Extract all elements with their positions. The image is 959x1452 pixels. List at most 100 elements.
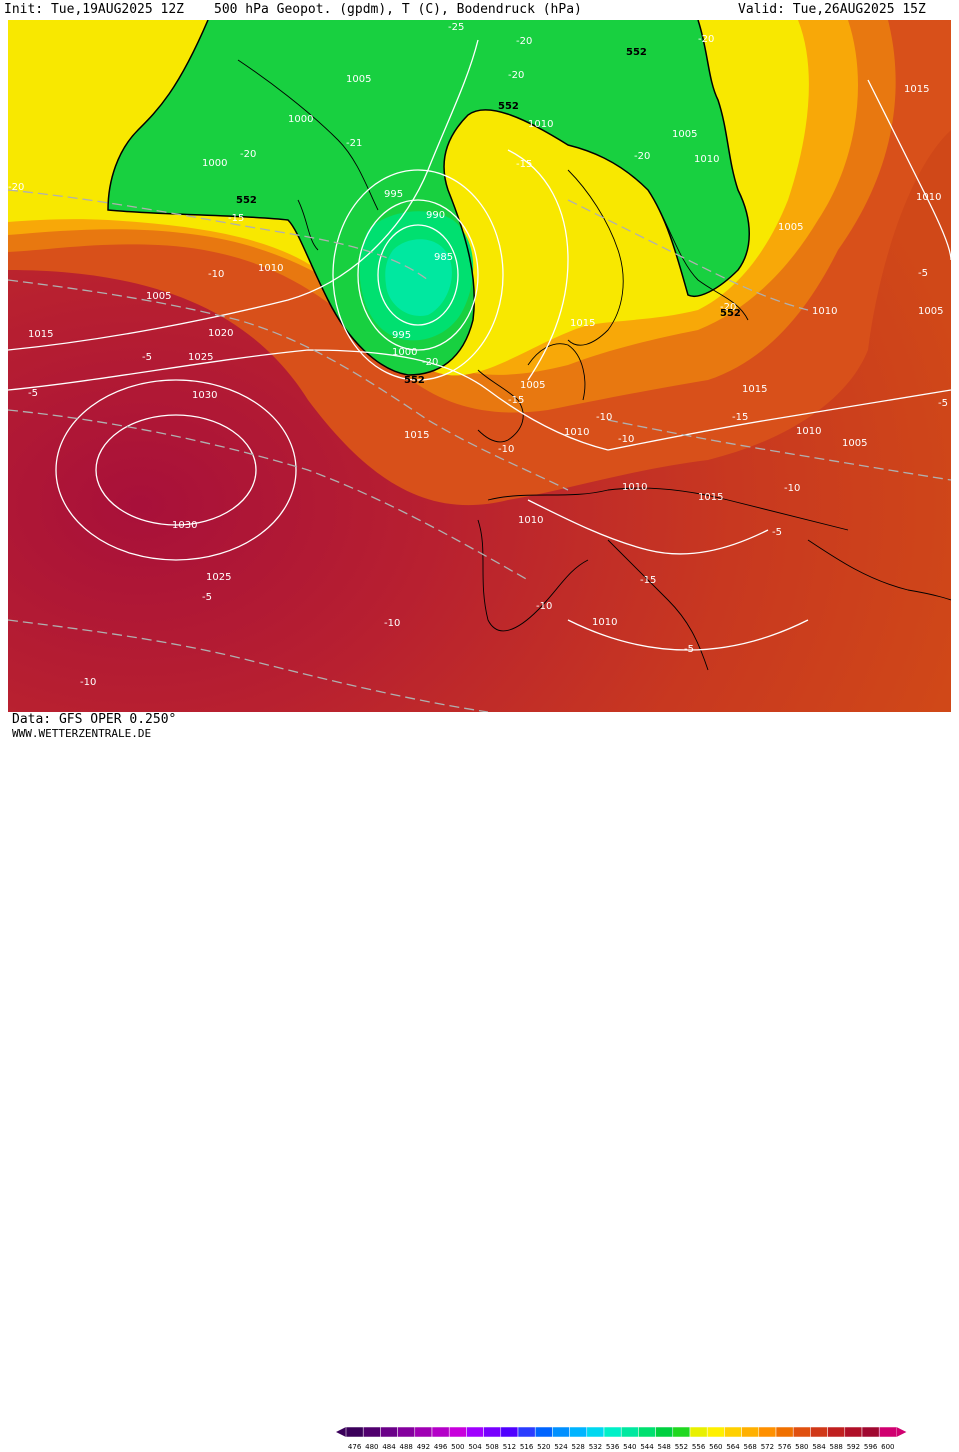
legend-swatch (534, 1426, 553, 1438)
isobar-label-1010-j: 1010 (916, 192, 941, 203)
temp-label-x: -5 (772, 527, 782, 538)
isobar-label-1025: 1025 (188, 352, 213, 363)
legend-tick-label: 484 (382, 1443, 396, 1451)
legend-tick-label: 488 (400, 1443, 413, 1451)
legend-swatch (810, 1426, 828, 1438)
temp-label-l: -20 (720, 302, 736, 313)
legend-tick-label: 500 (451, 1443, 464, 1451)
geopotential-labels: 552 552 552 552 552 (236, 47, 741, 386)
legend-swatch (758, 1426, 777, 1438)
legend-tick-label: 512 (503, 1443, 516, 1451)
legend-tick-label: 524 (554, 1443, 568, 1451)
isobar-label-990: 990 (426, 210, 445, 221)
isobar-label-995-b: 995 (392, 330, 411, 341)
temp-label-o: -10 (498, 444, 514, 455)
legend-tick-label: 504 (468, 1443, 482, 1451)
legend-swatch (517, 1426, 536, 1438)
legend-swatch (620, 1426, 639, 1438)
temp-label-ad: -5 (938, 398, 948, 409)
legend-tick-label: 592 (847, 1443, 860, 1451)
gpdm-label-a: 552 (236, 195, 257, 206)
legend-swatch (500, 1426, 519, 1438)
legend-swatch (655, 1426, 674, 1438)
legend-tick-label: 536 (606, 1443, 620, 1451)
legend-swatch (414, 1426, 433, 1438)
temp-label-v: -15 (640, 575, 656, 586)
isobar-label-1005-e: 1005 (842, 438, 867, 449)
legend-tick-label: 580 (795, 1443, 808, 1451)
isobar-label-1005-b: 1005 (520, 380, 545, 391)
color-legend: 476 480 484 488 492 496 500 504 508 512 516 520 524 5… (336, 1426, 907, 1451)
legend-tick-label: 576 (778, 1443, 792, 1451)
legend-tick-label: 600 (881, 1443, 894, 1451)
legend-tick-label: 548 (658, 1443, 671, 1451)
isobar-label-985: 985 (434, 252, 453, 263)
legend-swatch (552, 1426, 570, 1438)
footer-bar: Data: GFS OPER 0.250° WWW.WETTERZENTRALE… (0, 712, 959, 1451)
temp-label-c: -20 (508, 70, 524, 81)
legend-swatch (878, 1426, 897, 1438)
legend-tick-label: 588 (830, 1443, 843, 1451)
temp-label-h: -20 (634, 151, 650, 162)
isobar-label-1015: 1015 (28, 329, 53, 340)
legend-swatch (827, 1426, 846, 1438)
temp-label-k: -15 (516, 159, 532, 170)
temp-label-t: -10 (618, 434, 634, 445)
legend-tick-label: 480 (365, 1443, 378, 1451)
temp-label-aa: -10 (80, 677, 96, 688)
product-title: 500 hPa Geopot. (gpdm), T (C), Bodendruc… (214, 2, 582, 17)
isobar-label-1010-e: 1010 (528, 119, 553, 130)
isobar-label-1010-i: 1010 (796, 426, 821, 437)
legend-swatch (689, 1426, 708, 1438)
legend-tick-label: 564 (726, 1443, 740, 1451)
data-source: Data: GFS OPER 0.250° (12, 712, 177, 727)
legend-tick-label: 492 (417, 1443, 430, 1451)
legend-tick-label: 572 (761, 1443, 774, 1451)
temp-label-ac: -5 (918, 268, 928, 279)
legend-swatch (844, 1426, 863, 1438)
temp-label-f: -20 (8, 182, 24, 193)
website-url: WWW.WETTERZENTRALE.DE (12, 727, 152, 740)
temp-label-r: -15 (732, 412, 748, 423)
legend-swatch (345, 1426, 364, 1438)
legend-swatch (397, 1426, 416, 1438)
legend-swatch (603, 1426, 622, 1438)
header-bar: Init: Tue,19AUG2025 12Z 500 hPa Geopot. … (0, 0, 959, 20)
legend-tick-label: 540 (623, 1443, 636, 1451)
legend-swatch (483, 1426, 502, 1438)
low-pressure-green-region (108, 20, 750, 375)
isobar-label-1005-f: 1005 (146, 291, 171, 302)
isobar-label-1015-f: 1015 (570, 318, 595, 329)
temp-label-i: -20 (422, 357, 438, 368)
legend-tick-label: 520 (537, 1443, 550, 1451)
legend-swatch (861, 1426, 880, 1438)
legend-arrow-left (336, 1427, 346, 1437)
temp-label-e: -20 (240, 149, 256, 160)
coastlines (237, 59, 952, 671)
temp-label-m: -15 (508, 395, 524, 406)
temp-label-g: -21 (346, 138, 362, 149)
gpdm-label-d: 552 (404, 375, 425, 386)
geopotential-552-contour (107, 19, 750, 376)
temp-label-ab: -5 (684, 644, 694, 655)
isobar-label-1030-b: 1030 (192, 390, 217, 401)
legend-swatch (466, 1426, 484, 1438)
temp-label-w: -10 (536, 601, 552, 612)
temperature-labels: -25 -20 -20 -20 -20 -20 -21 -20 -20 -15 … (8, 22, 948, 688)
legend-tick-label: 496 (434, 1443, 448, 1451)
legend-swatch (431, 1426, 450, 1438)
weather-map-svg: 1030 1030 1025 1020 1015 985 990 995 995… (7, 19, 952, 713)
temp-label-z: -10 (384, 618, 400, 629)
legend-tick-label: 528 (572, 1443, 585, 1451)
isobar-label-1015-g: 1015 (742, 384, 767, 395)
temp-label-d: -20 (698, 34, 714, 45)
legend-tick-label: 476 (348, 1443, 362, 1451)
isobar-label-1010-k: 1010 (258, 263, 283, 274)
init-time: Init: Tue,19AUG2025 12Z (4, 2, 185, 17)
legend-tick-label: 532 (589, 1443, 602, 1451)
legend-swatch (569, 1426, 588, 1438)
temp-label-a: -25 (448, 22, 464, 33)
temp-label-q: -5 (28, 388, 38, 399)
legend-swatch (775, 1426, 794, 1438)
temperature-isotherms (7, 189, 952, 713)
